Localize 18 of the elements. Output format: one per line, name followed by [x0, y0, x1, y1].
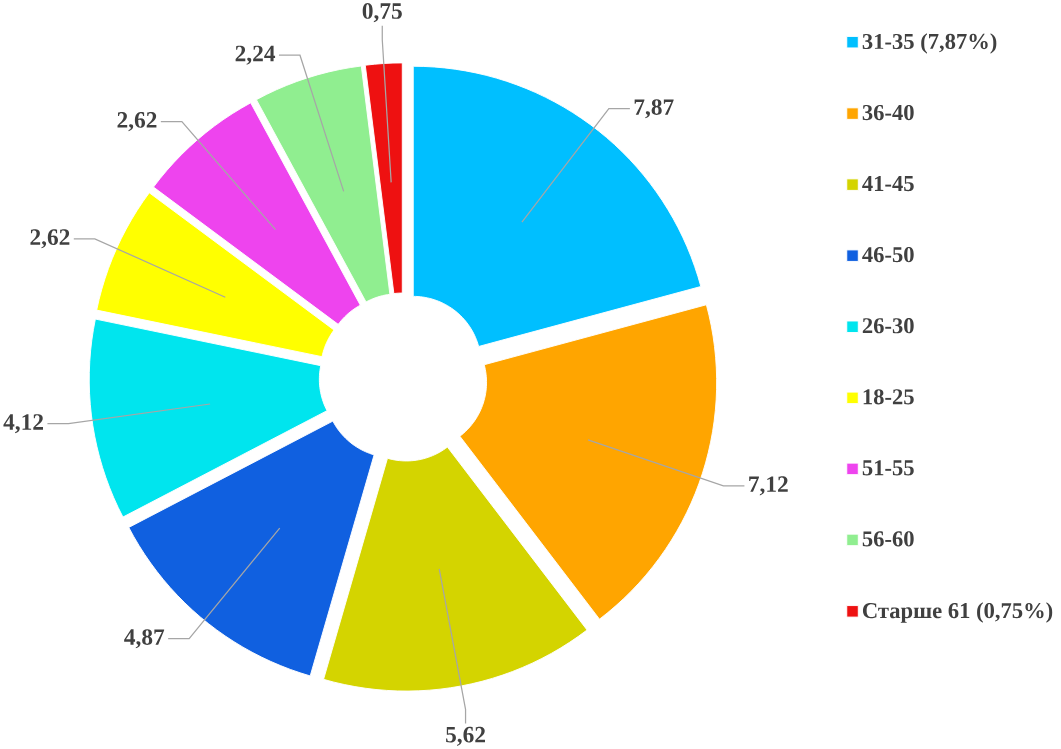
legend-label: 41-45: [862, 175, 914, 192]
data-label: 2,62: [30, 229, 70, 249]
data-label: 7,87: [634, 99, 674, 119]
legend-label: 56-60: [862, 531, 914, 547]
data-label: 4,12: [3, 414, 43, 434]
data-label: 2,62: [117, 112, 157, 132]
data-label: 7,12: [749, 476, 788, 496]
legend-label: 46-50: [862, 246, 914, 263]
legend-label: 31-35 (7,87%): [862, 33, 997, 54]
data-label: 5,62: [446, 726, 485, 746]
legend-label: 18-25: [863, 389, 914, 405]
legend-label: 51-55: [862, 460, 914, 476]
data-label: 4,87: [124, 629, 165, 649]
data-label: 0,75: [362, 3, 402, 23]
data-label: 2,24: [235, 45, 276, 65]
legend-label: Старше 61 (0,75%): [862, 602, 1053, 623]
legend-label: 36-40: [862, 104, 914, 121]
legend-label: 26-30: [862, 318, 914, 334]
